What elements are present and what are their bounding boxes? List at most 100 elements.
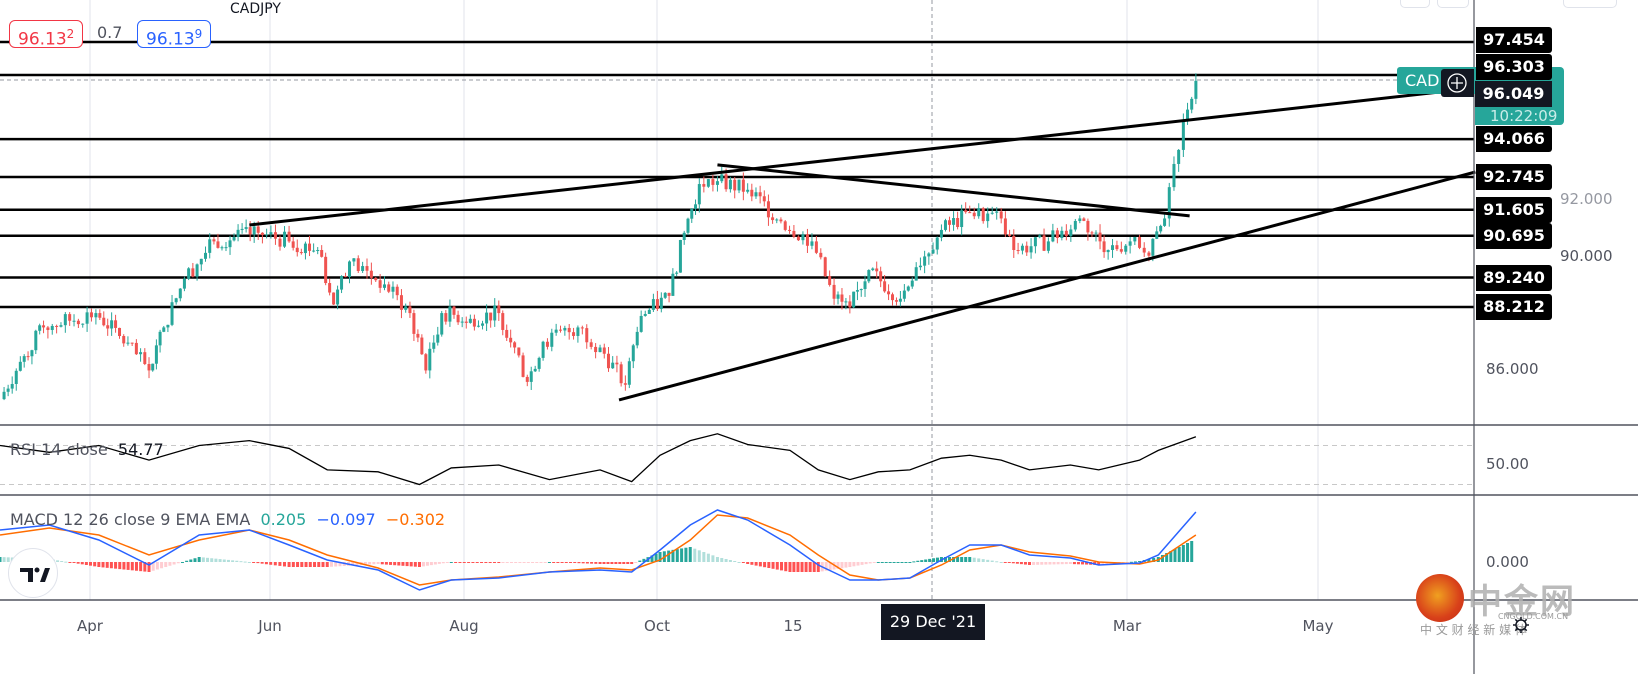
macd-histogram-bar	[622, 562, 626, 564]
trendline	[717, 163, 1190, 218]
candle-body	[606, 353, 610, 369]
macd-histogram-bar	[114, 562, 118, 569]
macd-histogram-bar	[952, 557, 956, 562]
candle-body	[686, 218, 690, 233]
candle-body	[663, 292, 667, 298]
macd-histogram-bar	[155, 562, 159, 570]
candle-body	[391, 286, 395, 292]
toolbar-button[interactable]	[1437, 0, 1469, 8]
candle-body	[855, 290, 859, 292]
macd-histogram-bar	[990, 560, 994, 562]
candle-body	[216, 241, 220, 248]
candle-body	[1090, 232, 1094, 234]
candle-body	[63, 314, 67, 326]
candle-body	[436, 334, 440, 343]
macd-histogram-bar	[896, 562, 900, 563]
candle-body	[273, 232, 277, 239]
candle-body	[220, 247, 224, 249]
macd-histogram-bar	[6, 557, 10, 562]
trendline	[249, 86, 1476, 227]
macd-histogram-bar	[693, 548, 697, 562]
macd-histogram-bar	[737, 562, 741, 563]
candle-body	[631, 345, 635, 362]
macd-histogram-bar	[518, 562, 522, 563]
add-alert-button[interactable]	[1441, 69, 1474, 97]
candle-body	[248, 227, 252, 235]
candle-body	[943, 220, 947, 230]
gear-icon	[1513, 617, 1529, 633]
macd-histogram-bar	[614, 562, 618, 564]
macd-histogram-bar	[425, 562, 429, 566]
candle-body	[287, 231, 291, 242]
macd-histogram-bar	[176, 562, 180, 564]
macd-histogram-bar	[397, 562, 401, 566]
candle-body	[365, 266, 369, 271]
macd-histogram-bar	[1072, 562, 1076, 565]
buy-button[interactable]: 96.139	[137, 20, 212, 50]
macd-histogram-bar	[317, 562, 321, 567]
candle-body	[195, 264, 199, 277]
macd-histogram-bar	[767, 562, 771, 568]
macd-histogram-bar	[355, 562, 359, 566]
candle-body	[497, 305, 501, 314]
watermark-name: 中金网	[1468, 582, 1576, 622]
macd-histogram-bar	[206, 557, 210, 562]
candle-body	[348, 261, 352, 277]
level-label: 90.695	[1476, 222, 1552, 249]
candle-body	[283, 231, 287, 247]
sell-button[interactable]: 96.132	[9, 20, 84, 50]
candle-body	[308, 243, 312, 251]
tradingview-logo[interactable]	[8, 548, 58, 598]
candle-body	[505, 329, 509, 338]
candle-body	[46, 327, 50, 330]
candle-body	[85, 312, 89, 324]
toolbar-button[interactable]	[1400, 0, 1430, 8]
macd-histogram-bar	[671, 549, 675, 562]
macd-histogram-bar	[634, 562, 638, 563]
candle-body	[814, 241, 818, 253]
candle-body	[737, 179, 741, 191]
candle-body	[489, 312, 493, 321]
macd-histogram-bar	[304, 562, 308, 567]
candle-body	[775, 219, 779, 221]
candle-body	[98, 313, 102, 318]
macd-histogram-bar	[239, 561, 243, 563]
macd-histogram-bar	[667, 550, 671, 562]
macd-histogram-bar	[724, 559, 728, 562]
candle-body	[948, 220, 952, 225]
candle-body	[852, 291, 856, 308]
macd-histogram-bar	[193, 558, 197, 562]
time-tick: Aug	[449, 617, 479, 635]
macd-histogram-bar	[995, 561, 999, 563]
candle-body	[10, 383, 14, 389]
candle-body	[291, 241, 295, 248]
candle-body	[766, 201, 770, 218]
macd-histogram-bar	[912, 561, 916, 563]
macd-histogram-bar	[401, 562, 405, 566]
candle-body	[567, 327, 571, 333]
macd-histogram-bar	[1048, 562, 1052, 565]
toolbar-button[interactable]	[1563, 0, 1617, 8]
macd-hist-value: 0.205	[260, 510, 307, 529]
macd-histogram-bar	[1064, 562, 1068, 565]
candle-body	[627, 361, 631, 385]
macd-histogram-bar	[214, 558, 218, 562]
macd-histogram-bar	[792, 562, 796, 572]
candle-body	[509, 337, 513, 343]
candle-body	[187, 268, 191, 279]
settings-button[interactable]	[1512, 616, 1530, 634]
candle-body	[154, 345, 158, 364]
macd-histogram-bar	[88, 562, 92, 566]
macd-histogram-bar	[948, 557, 952, 562]
macd-histogram-bar	[848, 562, 852, 567]
trendlines[interactable]	[249, 86, 1476, 402]
candle-body	[102, 317, 106, 326]
candle-body	[1078, 218, 1082, 221]
candle-body	[1069, 229, 1073, 237]
candle-body	[464, 321, 468, 323]
candle-body	[659, 297, 663, 309]
macd-histogram-bar	[433, 562, 437, 565]
candle-body	[914, 267, 918, 281]
macd-histogram-bar	[1125, 562, 1129, 563]
